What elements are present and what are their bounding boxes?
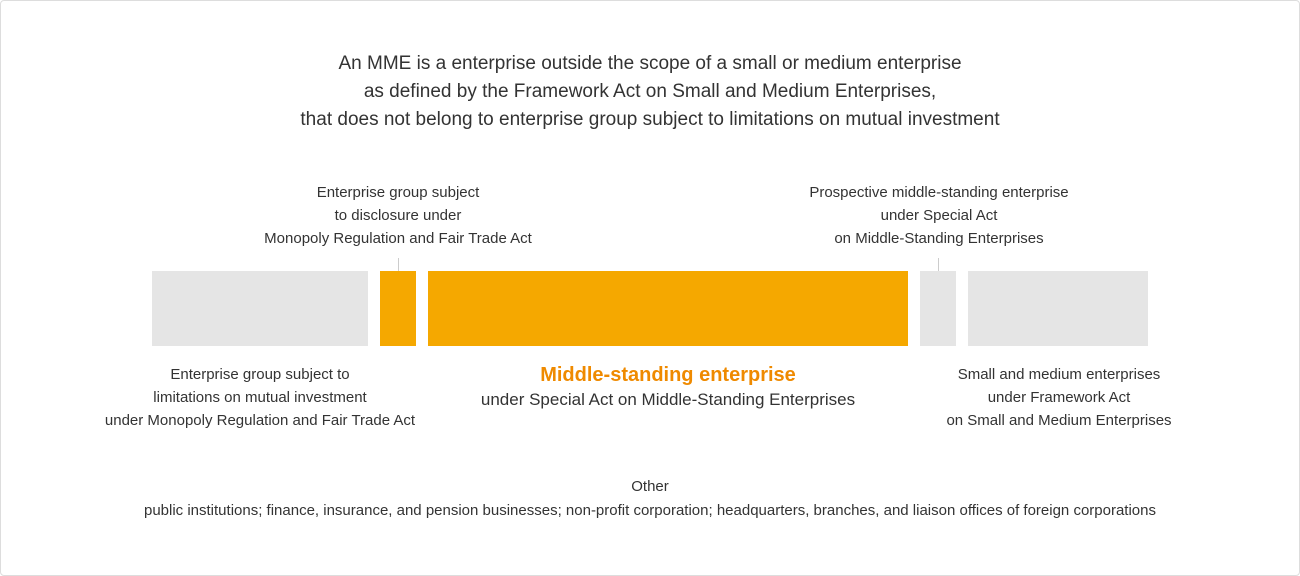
bar-mutual-investment-group <box>152 271 368 346</box>
label-mutual-investment-line-1: Enterprise group subject to <box>170 366 350 383</box>
bar-disclosure-group <box>380 271 416 346</box>
headline-line-2: as defined by the Framework Act on Small… <box>363 81 937 102</box>
connector-disclosure-group <box>398 258 399 271</box>
label-prospective-line-2: under Special Act <box>880 207 998 224</box>
label-mutual-investment-line-2: limitations on mutual investment <box>153 389 367 406</box>
headline-line-3: that does not belong to enterprise group… <box>300 109 1000 130</box>
other-title: Other <box>631 478 669 495</box>
middle-standing-subtitle: under Special Act on Middle-Standing Ent… <box>480 390 856 409</box>
label-mutual-investment-group: Enterprise group subject to limitations … <box>60 363 460 432</box>
bar-prospective-mse <box>920 271 956 346</box>
label-prospective-mse: Prospective middle-standing enterprise u… <box>739 181 1139 250</box>
headline: An MME is a enterprise outside the scope… <box>0 50 1300 134</box>
headline-line-1: An MME is a enterprise outside the scope… <box>338 53 962 74</box>
label-sme-line-2: under Framework Act <box>987 389 1131 406</box>
bar-sme <box>968 271 1148 346</box>
label-sme-line-1: Small and medium enterprises <box>957 366 1161 383</box>
connector-prospective-mse <box>938 258 939 271</box>
label-prospective-line-3: on Middle-Standing Enterprises <box>834 230 1044 247</box>
other-description: public institutions; finance, insurance,… <box>143 502 1156 519</box>
label-disclosure-group-line-2: to disclosure under <box>334 207 462 224</box>
middle-standing-title: Middle-standing enterprise <box>540 364 796 386</box>
label-disclosure-group-line-3: Monopoly Regulation and Fair Trade Act <box>264 230 532 247</box>
label-sme-line-3: on Small and Medium Enterprises <box>946 412 1172 429</box>
label-mutual-investment-line-3: under Monopoly Regulation and Fair Trade… <box>104 412 416 429</box>
label-sme: Small and medium enterprises under Frame… <box>909 363 1209 432</box>
label-prospective-line-1: Prospective middle-standing enterprise <box>809 184 1069 201</box>
label-disclosure-group-line-1: Enterprise group subject <box>316 184 480 201</box>
bar-middle-standing-enterprise <box>428 271 908 346</box>
label-disclosure-group: Enterprise group subject to disclosure u… <box>198 181 598 250</box>
